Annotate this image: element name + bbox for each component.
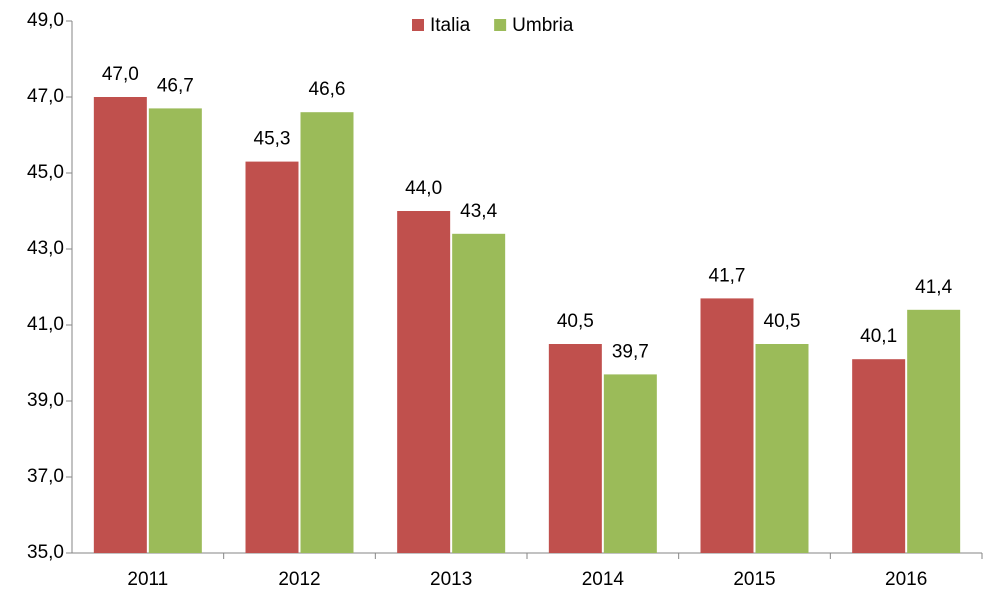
bar [700,298,754,553]
y-tick-label: 45,0 [27,162,64,183]
bar [93,97,147,553]
bar [852,359,906,553]
data-label: 41,4 [915,277,952,298]
x-tick-label: 2013 [430,569,472,590]
data-label: 44,0 [405,178,442,199]
bar [397,211,451,553]
data-label: 46,7 [157,75,194,96]
y-tick-label: 49,0 [27,10,64,31]
y-tick-label: 37,0 [27,466,64,487]
data-label: 40,1 [860,326,897,347]
y-tick-label: 47,0 [27,86,64,107]
y-tick-label: 41,0 [27,314,64,335]
x-tick-label: 2012 [278,569,320,590]
bar [907,309,961,553]
data-label: 40,5 [557,311,594,332]
bar [245,161,299,553]
data-label: 43,4 [460,201,497,222]
legend-label: Italia [430,15,471,36]
x-tick-label: 2014 [582,569,625,590]
bar [603,374,657,553]
legend-label: Umbria [512,15,574,36]
bar [548,344,602,553]
legend-swatch [412,19,424,31]
x-tick-label: 2015 [733,569,775,590]
data-label: 39,7 [612,341,649,362]
bar [300,112,354,553]
data-label: 47,0 [102,64,139,85]
x-tick-label: 2011 [127,569,168,590]
y-tick-label: 39,0 [27,390,64,411]
data-label: 40,5 [764,311,801,332]
bar [452,233,506,554]
data-label: 46,6 [309,79,346,100]
bar [148,108,202,554]
y-tick-label: 43,0 [27,238,64,259]
data-label: 41,7 [709,265,746,286]
y-tick-label: 35,0 [27,542,64,563]
legend-swatch [494,19,507,31]
bar [755,344,809,553]
x-tick-label: 2016 [885,569,927,590]
data-label: 45,3 [254,129,291,150]
